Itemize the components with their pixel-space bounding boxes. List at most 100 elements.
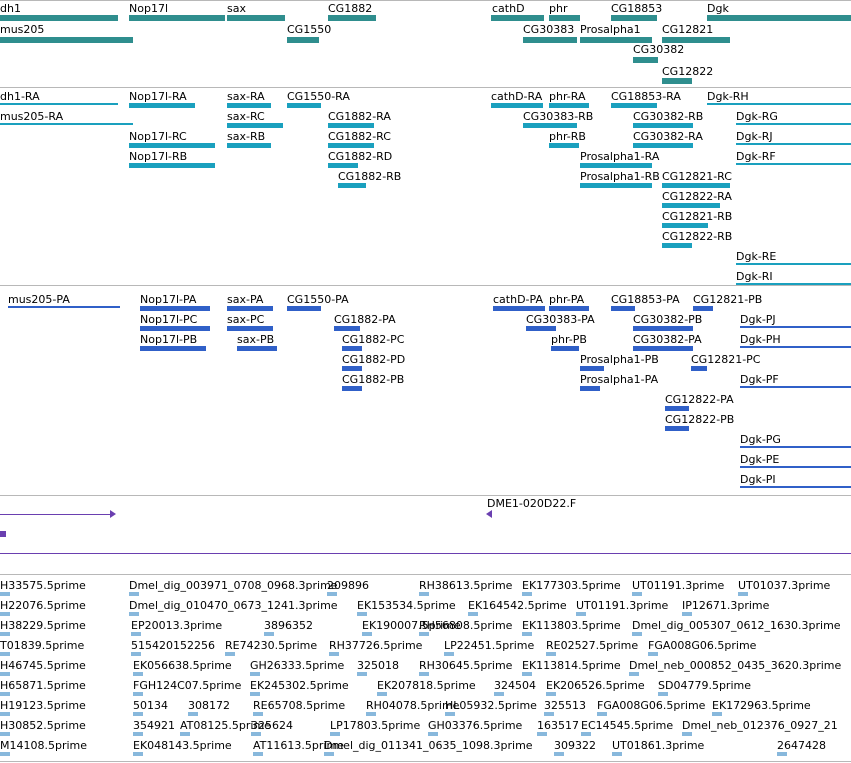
est-bar[interactable] [329,652,339,656]
transcript-bar[interactable] [328,163,358,168]
est-label[interactable]: H38229.5prime [0,619,86,632]
cdna-alignment-line[interactable] [0,553,851,554]
transcript-bar[interactable] [549,103,589,108]
protein-bar[interactable] [740,326,851,328]
est-bar[interactable] [546,692,556,696]
protein-label[interactable]: CG1882-PC [342,333,405,346]
cdna-alignment-line[interactable] [0,514,113,515]
protein-bar[interactable] [691,366,707,371]
est-label[interactable]: 50134 [133,699,168,712]
est-bar[interactable] [0,652,10,656]
est-label[interactable]: 325624 [251,719,293,732]
transcript-bar[interactable] [736,163,851,165]
transcript-label[interactable]: Dgk-RI [736,270,773,283]
gene-bar[interactable] [328,15,376,21]
est-bar[interactable] [419,632,429,636]
est-bar[interactable] [330,732,340,736]
est-bar[interactable] [0,732,10,736]
transcript-bar[interactable] [287,103,321,108]
protein-bar[interactable] [740,486,851,488]
gene-label[interactable]: sax [227,2,246,15]
gene-bar[interactable] [611,15,657,21]
gene-bar[interactable] [227,15,285,21]
transcript-label[interactable]: Nop17l-RA [129,90,187,103]
est-bar[interactable] [522,592,532,596]
est-label[interactable]: HL05932.5prime [445,699,537,712]
est-label[interactable]: AT11613.5prime [253,739,344,752]
protein-bar[interactable] [580,366,604,371]
est-bar[interactable] [133,712,143,716]
transcript-bar[interactable] [129,143,215,148]
est-bar[interactable] [712,712,722,716]
est-bar[interactable] [366,712,376,716]
protein-bar[interactable] [633,326,693,331]
est-bar[interactable] [327,592,337,596]
est-label[interactable]: 2647428 [777,739,826,752]
est-label[interactable]: RH38613.5prime [419,579,513,592]
transcript-label[interactable]: Dgk-RH [707,90,749,103]
transcript-bar[interactable] [611,103,657,108]
transcript-bar[interactable] [491,103,543,108]
est-label[interactable]: UT01191.3prime [632,579,725,592]
est-bar[interactable] [133,752,143,756]
protein-bar[interactable] [140,326,210,331]
protein-label[interactable]: CG1882-PA [334,313,396,326]
gene-label[interactable]: CG30382 [633,43,685,56]
protein-label[interactable]: CG30382-PB [633,313,703,326]
est-bar[interactable] [0,752,10,756]
protein-bar[interactable] [526,326,556,331]
protein-label[interactable]: sax-PC [227,313,265,326]
est-bar[interactable] [537,732,547,736]
protein-bar[interactable] [551,346,579,351]
est-bar[interactable] [682,732,692,736]
transcript-bar[interactable] [662,183,730,188]
est-label[interactable]: H46745.5prime [0,659,86,672]
est-bar[interactable] [133,692,143,696]
transcript-label[interactable]: phr-RB [549,130,586,143]
est-label[interactable]: EK056638.5prime [133,659,232,672]
est-label[interactable]: 309322 [554,739,596,752]
est-bar[interactable] [648,652,658,656]
est-bar[interactable] [377,692,387,696]
est-label[interactable]: EK153534.5prime [357,599,456,612]
cdna-label[interactable]: DME1-020D22.F [487,497,577,510]
gene-label[interactable]: mus205 [0,23,45,36]
transcript-bar[interactable] [707,103,851,105]
est-label[interactable]: T01839.5prime [0,639,85,652]
protein-bar[interactable] [342,366,362,371]
transcript-bar[interactable] [0,103,118,105]
est-label[interactable]: Dmel_dig_005307_0612_1630.3prime [632,619,841,632]
est-bar[interactable] [357,612,367,616]
transcript-label[interactable]: mus205-RA [0,110,64,123]
est-bar[interactable] [0,692,10,696]
est-bar[interactable] [253,752,263,756]
gene-bar[interactable] [129,15,225,21]
est-bar[interactable] [131,632,141,636]
gene-bar[interactable] [633,57,658,63]
gene-bar[interactable] [0,37,133,43]
est-bar[interactable] [264,632,274,636]
gene-label[interactable]: Dgk [707,2,729,15]
est-label[interactable]: RE74230.5prime [225,639,318,652]
transcript-bar[interactable] [227,103,271,108]
transcript-label[interactable]: phr-RA [549,90,586,103]
est-label[interactable]: 308172 [188,699,230,712]
protein-label[interactable]: Nop17l-PB [140,333,198,346]
transcript-bar[interactable] [580,183,652,188]
protein-bar[interactable] [227,326,273,331]
gene-bar[interactable] [523,37,577,43]
gene-label[interactable]: phr [549,2,568,15]
protein-bar[interactable] [665,426,689,431]
est-label[interactable]: EK245302.5prime [250,679,349,692]
est-label[interactable]: 209896 [327,579,369,592]
protein-bar[interactable] [493,306,545,311]
est-label[interactable]: SD04779.5prime [658,679,751,692]
est-bar[interactable] [0,672,10,676]
transcript-label[interactable]: CG1882-RC [328,130,391,143]
est-bar[interactable] [445,712,455,716]
est-label[interactable]: EK172963.5prime [712,699,811,712]
est-bar[interactable] [629,672,639,676]
est-bar[interactable] [632,632,642,636]
protein-label[interactable]: cathD-PA [493,293,543,306]
est-bar[interactable] [253,712,263,716]
